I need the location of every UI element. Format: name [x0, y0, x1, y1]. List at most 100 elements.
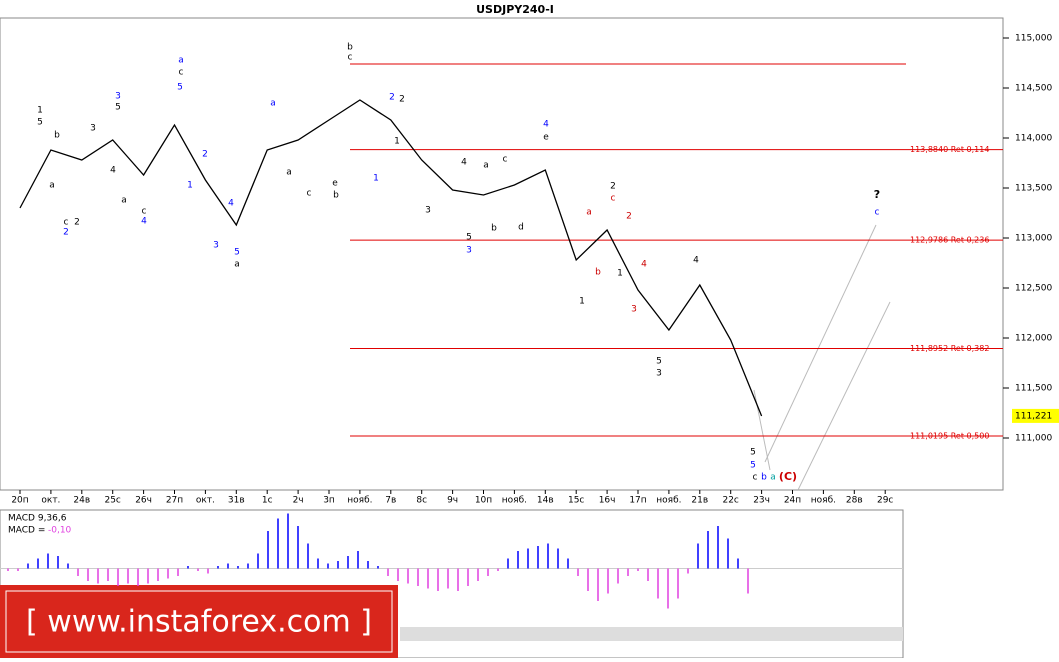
wave-label: a	[234, 260, 240, 270]
wave-label: 5	[656, 357, 662, 367]
x-tick-label: 15с	[568, 496, 584, 506]
wave-label: (C)	[779, 470, 797, 483]
wave-label: d	[518, 223, 524, 233]
wave-label: c	[307, 189, 312, 199]
fib-label: 111,0195 Ret 0,500	[910, 432, 989, 441]
wave-label: c	[64, 218, 69, 228]
x-tick-label: 7в	[385, 496, 396, 506]
y-tick-label: 115,000	[1015, 34, 1052, 44]
wave-label: a	[121, 196, 127, 206]
wave-label: 2	[202, 150, 208, 160]
wave-label: b	[595, 268, 601, 278]
x-tick-label: 20п	[11, 496, 28, 506]
wave-label: 1	[579, 297, 585, 307]
wave-label: 1	[187, 181, 193, 191]
y-tick-label: 114,500	[1015, 84, 1052, 94]
x-tick-label: 16ч	[599, 496, 616, 506]
y-tick-label: 111,000	[1015, 434, 1052, 444]
x-tick-label: 2ч	[293, 496, 304, 506]
x-tick-label: 21в	[691, 496, 708, 506]
wave-label: 5	[37, 118, 43, 128]
wave-label: 5	[177, 83, 183, 93]
x-tick-label: 31в	[228, 496, 245, 506]
wave-label: 3	[115, 92, 121, 102]
wave-label: c	[611, 194, 616, 204]
wave-label: c	[348, 53, 353, 63]
x-tick-label: 25с	[104, 496, 120, 506]
x-tick-label: нояб.	[811, 496, 836, 506]
wave-label: e	[332, 179, 338, 189]
y-tick-label: 112,000	[1015, 334, 1052, 344]
macd-title: MACD 9,36,6	[8, 514, 67, 524]
wave-label: b	[761, 473, 767, 483]
projection-line	[797, 301, 891, 491]
y-tick-label: 112,500	[1015, 284, 1052, 294]
wave-label: 2	[389, 93, 395, 103]
wave-label: a	[483, 161, 489, 171]
x-tick-label: 26ч	[135, 496, 152, 506]
macd-name: MACD =	[8, 526, 45, 536]
chart-title: USDJPY240-I	[476, 3, 554, 16]
plot-frame	[0, 17, 1004, 491]
last-price-box	[1012, 408, 1059, 423]
wave-label: 4	[461, 158, 467, 168]
watermark: [ www.instaforex.com ]	[26, 605, 372, 640]
wave-label: 1	[617, 269, 623, 279]
wave-label: b	[347, 43, 353, 53]
wave-label: ?	[874, 188, 880, 201]
x-tick-label: 27п	[166, 496, 183, 506]
x-tick-label: окт.	[196, 496, 215, 506]
hatched-strip	[400, 627, 903, 641]
y-tick-label: 111,500	[1015, 384, 1052, 394]
x-tick-label: 24в	[73, 496, 90, 506]
x-tick-label: 24п	[784, 496, 801, 506]
wave-label: c	[142, 207, 147, 217]
wave-label: a	[286, 168, 292, 178]
wave-label: 2	[610, 182, 616, 192]
x-tick-label: 17п	[629, 496, 646, 506]
x-tick-label: окт.	[41, 496, 60, 506]
y-tick-label: 113,500	[1015, 184, 1052, 194]
wave-label: c	[179, 68, 184, 78]
wave-label: 5	[750, 448, 756, 458]
wave-label: 3	[425, 206, 431, 216]
wave-label: a	[770, 473, 776, 483]
watermark-box	[0, 585, 398, 658]
wave-label: 4	[141, 217, 147, 227]
wave-label: 4	[110, 166, 116, 176]
x-tick-label: 23ч	[753, 496, 770, 506]
wave-label: 5	[115, 103, 121, 113]
last-price-label: 111,221	[1015, 411, 1052, 421]
x-tick-label: 3п	[323, 496, 335, 506]
x-tick-label: 22с	[722, 496, 738, 506]
x-tick-label: нояб.	[347, 496, 372, 506]
wave-label: c	[875, 208, 880, 218]
watermark-border	[5, 590, 393, 653]
wave-label: 3	[656, 369, 662, 379]
wave-label: a	[586, 208, 592, 218]
wave-label: e	[543, 133, 549, 143]
wave-label: 1	[394, 137, 400, 147]
fib-label: 113,8840 Ret 0,114	[910, 145, 989, 154]
x-tick-label: нояб.	[502, 496, 527, 506]
price-line	[19, 99, 763, 417]
wave-label: 3	[213, 241, 219, 251]
wave-label: a	[178, 56, 184, 66]
wave-label: 5	[750, 461, 756, 471]
wave-label: 3	[466, 246, 472, 256]
x-tick-label: 10п	[475, 496, 492, 506]
x-tick-label: 29с	[877, 496, 893, 506]
wave-label: b	[491, 224, 497, 234]
wave-label: 1	[37, 106, 43, 116]
wave-label: 4	[228, 199, 234, 209]
wave-label: 1	[373, 174, 379, 184]
projection-line	[764, 224, 877, 463]
wave-label: 2	[626, 212, 632, 222]
wave-label: a	[49, 181, 55, 191]
wave-label: 5	[466, 233, 472, 243]
x-tick-label: 14в	[537, 496, 554, 506]
wave-label: c	[753, 473, 758, 483]
wave-label: 4	[693, 256, 699, 266]
fib-label: 111,8952 Ret 0,382	[910, 344, 989, 353]
